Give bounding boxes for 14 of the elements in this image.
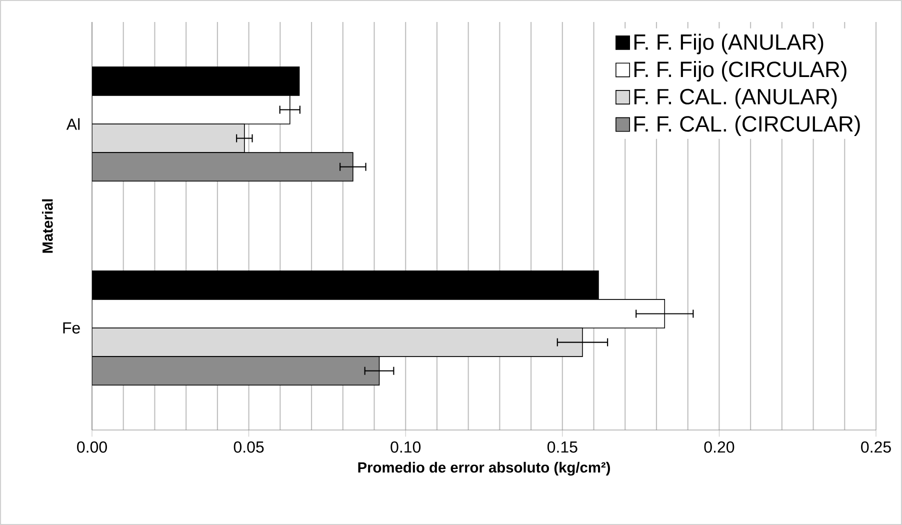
x-tick-label: 0.10: [390, 441, 421, 453]
x-tick-label: 0.25: [861, 441, 891, 453]
y-tick-label: Fe: [63, 322, 80, 334]
legend-label: F. F. Fijo (CIRCULAR): [634, 61, 846, 82]
legend-label: F. F. CAL. (CIRCULAR): [634, 116, 860, 136]
legend-label: F. F. CAL. (ANULAR): [634, 88, 837, 109]
y-tick-label: Al: [66, 118, 80, 130]
x-tick-label: 0.20: [704, 441, 734, 453]
legend-label: F. F. Fijo (ANULAR): [634, 34, 824, 54]
y-axis-title: Material: [42, 199, 53, 253]
x-tick-label: 0.05: [234, 441, 264, 453]
x-axis-title: Promedio de error absoluto (kg/cm²): [358, 462, 610, 476]
x-tick-label: 0.15: [547, 441, 578, 453]
x-tick-label: 0.00: [77, 441, 107, 453]
